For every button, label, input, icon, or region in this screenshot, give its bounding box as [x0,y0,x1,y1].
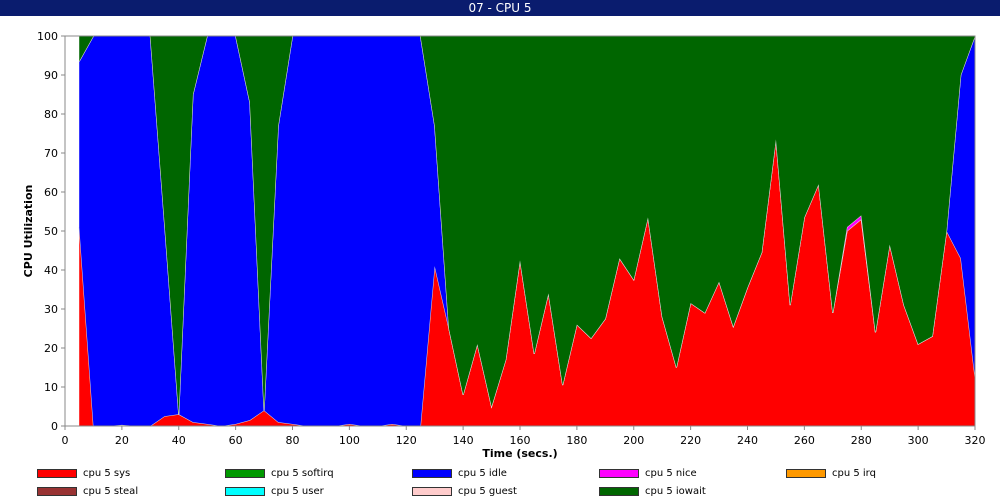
x-tick-label: 220 [680,434,701,447]
legend-swatch [37,468,77,478]
area-cpu-5-idle [79,36,976,426]
legend-item: cpu 5 sys [37,466,130,480]
x-tick-label: 160 [510,434,531,447]
legend-item: cpu 5 iowait [599,484,706,498]
y-tick-label: 10 [44,381,58,394]
legend-item: cpu 5 nice [599,466,697,480]
x-tick-label: 280 [851,434,872,447]
legend-item: cpu 5 softirq [225,466,334,480]
x-tick-label: 120 [396,434,417,447]
x-tick-label: 320 [965,434,986,447]
legend-swatch [37,486,77,496]
legend-item: cpu 5 user [225,484,324,498]
legend-swatch [412,468,452,478]
y-tick-label: 100 [37,30,58,43]
x-tick-label: 260 [794,434,815,447]
x-tick-label: 300 [908,434,929,447]
legend-label: cpu 5 softirq [271,467,334,479]
chart-legend: cpu 5 sys cpu 5 softirq cpu 5 idle cpu 5 ni… [0,463,1000,504]
legend-label: cpu 5 steal [83,485,139,497]
x-tick-label: 40 [172,434,186,447]
x-tick-label: 180 [566,434,587,447]
legend-swatch [599,468,639,478]
y-tick-label: 80 [44,108,58,121]
window-title-bar: 07 - CPU 5 [0,0,1000,16]
legend-item: cpu 5 steal [37,484,138,498]
legend-swatch [225,468,265,478]
y-axis-label: CPU Utilization [22,185,35,278]
legend-label: cpu 5 idle [458,467,507,479]
legend-swatch [225,486,265,496]
cpu-utilization-chart: 0 10 20 30 40 50 60 70 80 90 100 0 20 40 60 80 100 120 140… [22,30,986,460]
x-tick-label: 200 [623,434,644,447]
legend-swatch [786,468,826,478]
legend-item: cpu 5 idle [412,466,507,480]
x-axis-label: Time (secs.) [482,447,557,460]
x-tick-label: 60 [229,434,243,447]
x-tick-label: 20 [115,434,129,447]
y-tick-label: 30 [44,303,58,316]
x-tick-label: 240 [737,434,758,447]
legend-swatch [412,486,452,496]
legend-swatch [599,486,639,496]
legend-label: cpu 5 iowait [645,485,706,497]
legend-label: cpu 5 irq [832,467,876,479]
y-tick-label: 50 [44,225,58,238]
legend-item: cpu 5 guest [412,484,517,498]
legend-label: cpu 5 nice [645,467,697,479]
y-tick-label: 0 [51,420,58,433]
x-tick-label: 80 [286,434,300,447]
y-tick-label: 60 [44,186,58,199]
x-tick-label: 140 [453,434,474,447]
y-tick-label: 40 [44,264,58,277]
x-tick-label: 100 [339,434,360,447]
area-cpu-5-iowait [79,36,976,415]
stacked-areas [78,35,976,427]
y-tick-label: 90 [44,69,58,82]
x-tick-label: 0 [62,434,69,447]
legend-item: cpu 5 irq [786,466,876,480]
y-tick-label: 20 [44,342,58,355]
legend-label: cpu 5 user [271,485,324,497]
y-tick-label: 70 [44,147,58,160]
legend-label: cpu 5 guest [458,485,517,497]
area-cpu-5-sys [79,139,976,426]
window-title: 07 - CPU 5 [468,1,532,15]
axes: 0 10 20 30 40 50 60 70 80 90 100 0 20 40 60 80 100 120 140… [37,30,986,447]
legend-label: cpu 5 sys [83,467,131,479]
